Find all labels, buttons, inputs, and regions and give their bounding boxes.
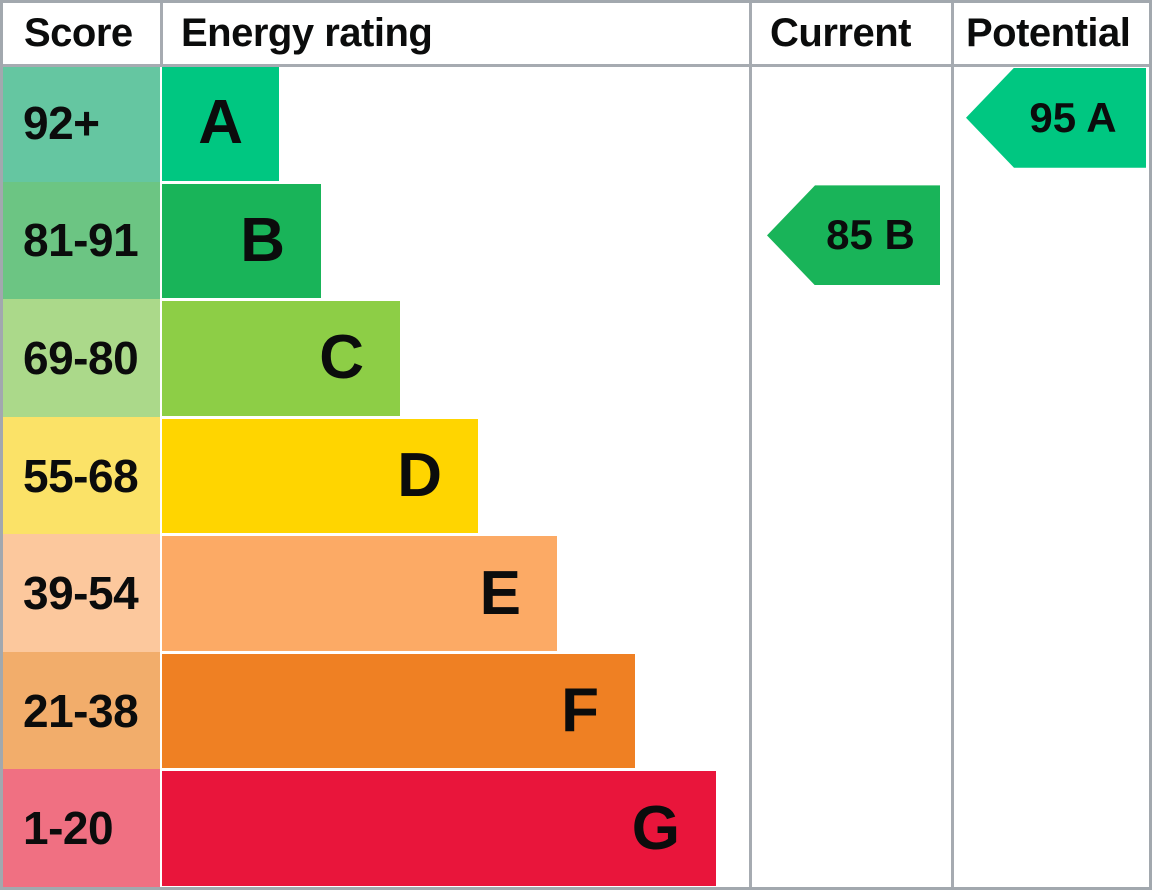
score-cell: 69-80	[3, 299, 160, 417]
header-rule	[3, 64, 1149, 67]
header-current: Current	[770, 11, 911, 55]
band-bar-e: E	[162, 536, 557, 651]
score-cell: 92+	[3, 64, 160, 182]
score-cell: 81-91	[3, 181, 160, 300]
column-divider-current	[749, 3, 752, 887]
score-cell: 1-20	[3, 769, 160, 887]
header-energy-rating: Energy rating	[181, 11, 433, 55]
score-cell: 39-54	[3, 534, 160, 652]
band-row-e: 39-54 E	[3, 534, 1149, 652]
band-bar-a: A	[162, 66, 279, 181]
band-row-g: 1-20 G	[3, 769, 1149, 887]
band-row-d: 55-68 D	[3, 416, 1149, 535]
band-row-b: 81-91 B 85 B	[3, 181, 1149, 300]
band-bar-c: C	[162, 301, 400, 416]
column-divider-potential	[951, 3, 954, 887]
band-bar-b: B	[162, 183, 321, 299]
header-divider	[160, 3, 163, 64]
band-row-a: 92+ A 95 A	[3, 64, 1149, 182]
band-bar-g: G	[162, 771, 716, 887]
band-row-f: 21-38 F	[3, 651, 1149, 770]
chart-header: Score Energy rating Current Potential	[3, 3, 1149, 64]
current-rating-arrow: 85 B	[767, 185, 940, 286]
score-cell: 55-68	[3, 416, 160, 535]
band-row-c: 69-80 C	[3, 299, 1149, 417]
score-cell: 21-38	[3, 651, 160, 770]
header-potential: Potential	[966, 11, 1131, 55]
header-score: Score	[24, 11, 133, 55]
band-bar-d: D	[162, 418, 478, 534]
potential-rating-arrow: 95 A	[966, 67, 1146, 168]
band-bar-f: F	[162, 653, 635, 769]
chart-body: 92+ A 95 A 81-91 B 85 B 69-80 C 55-68 D …	[3, 64, 1149, 887]
